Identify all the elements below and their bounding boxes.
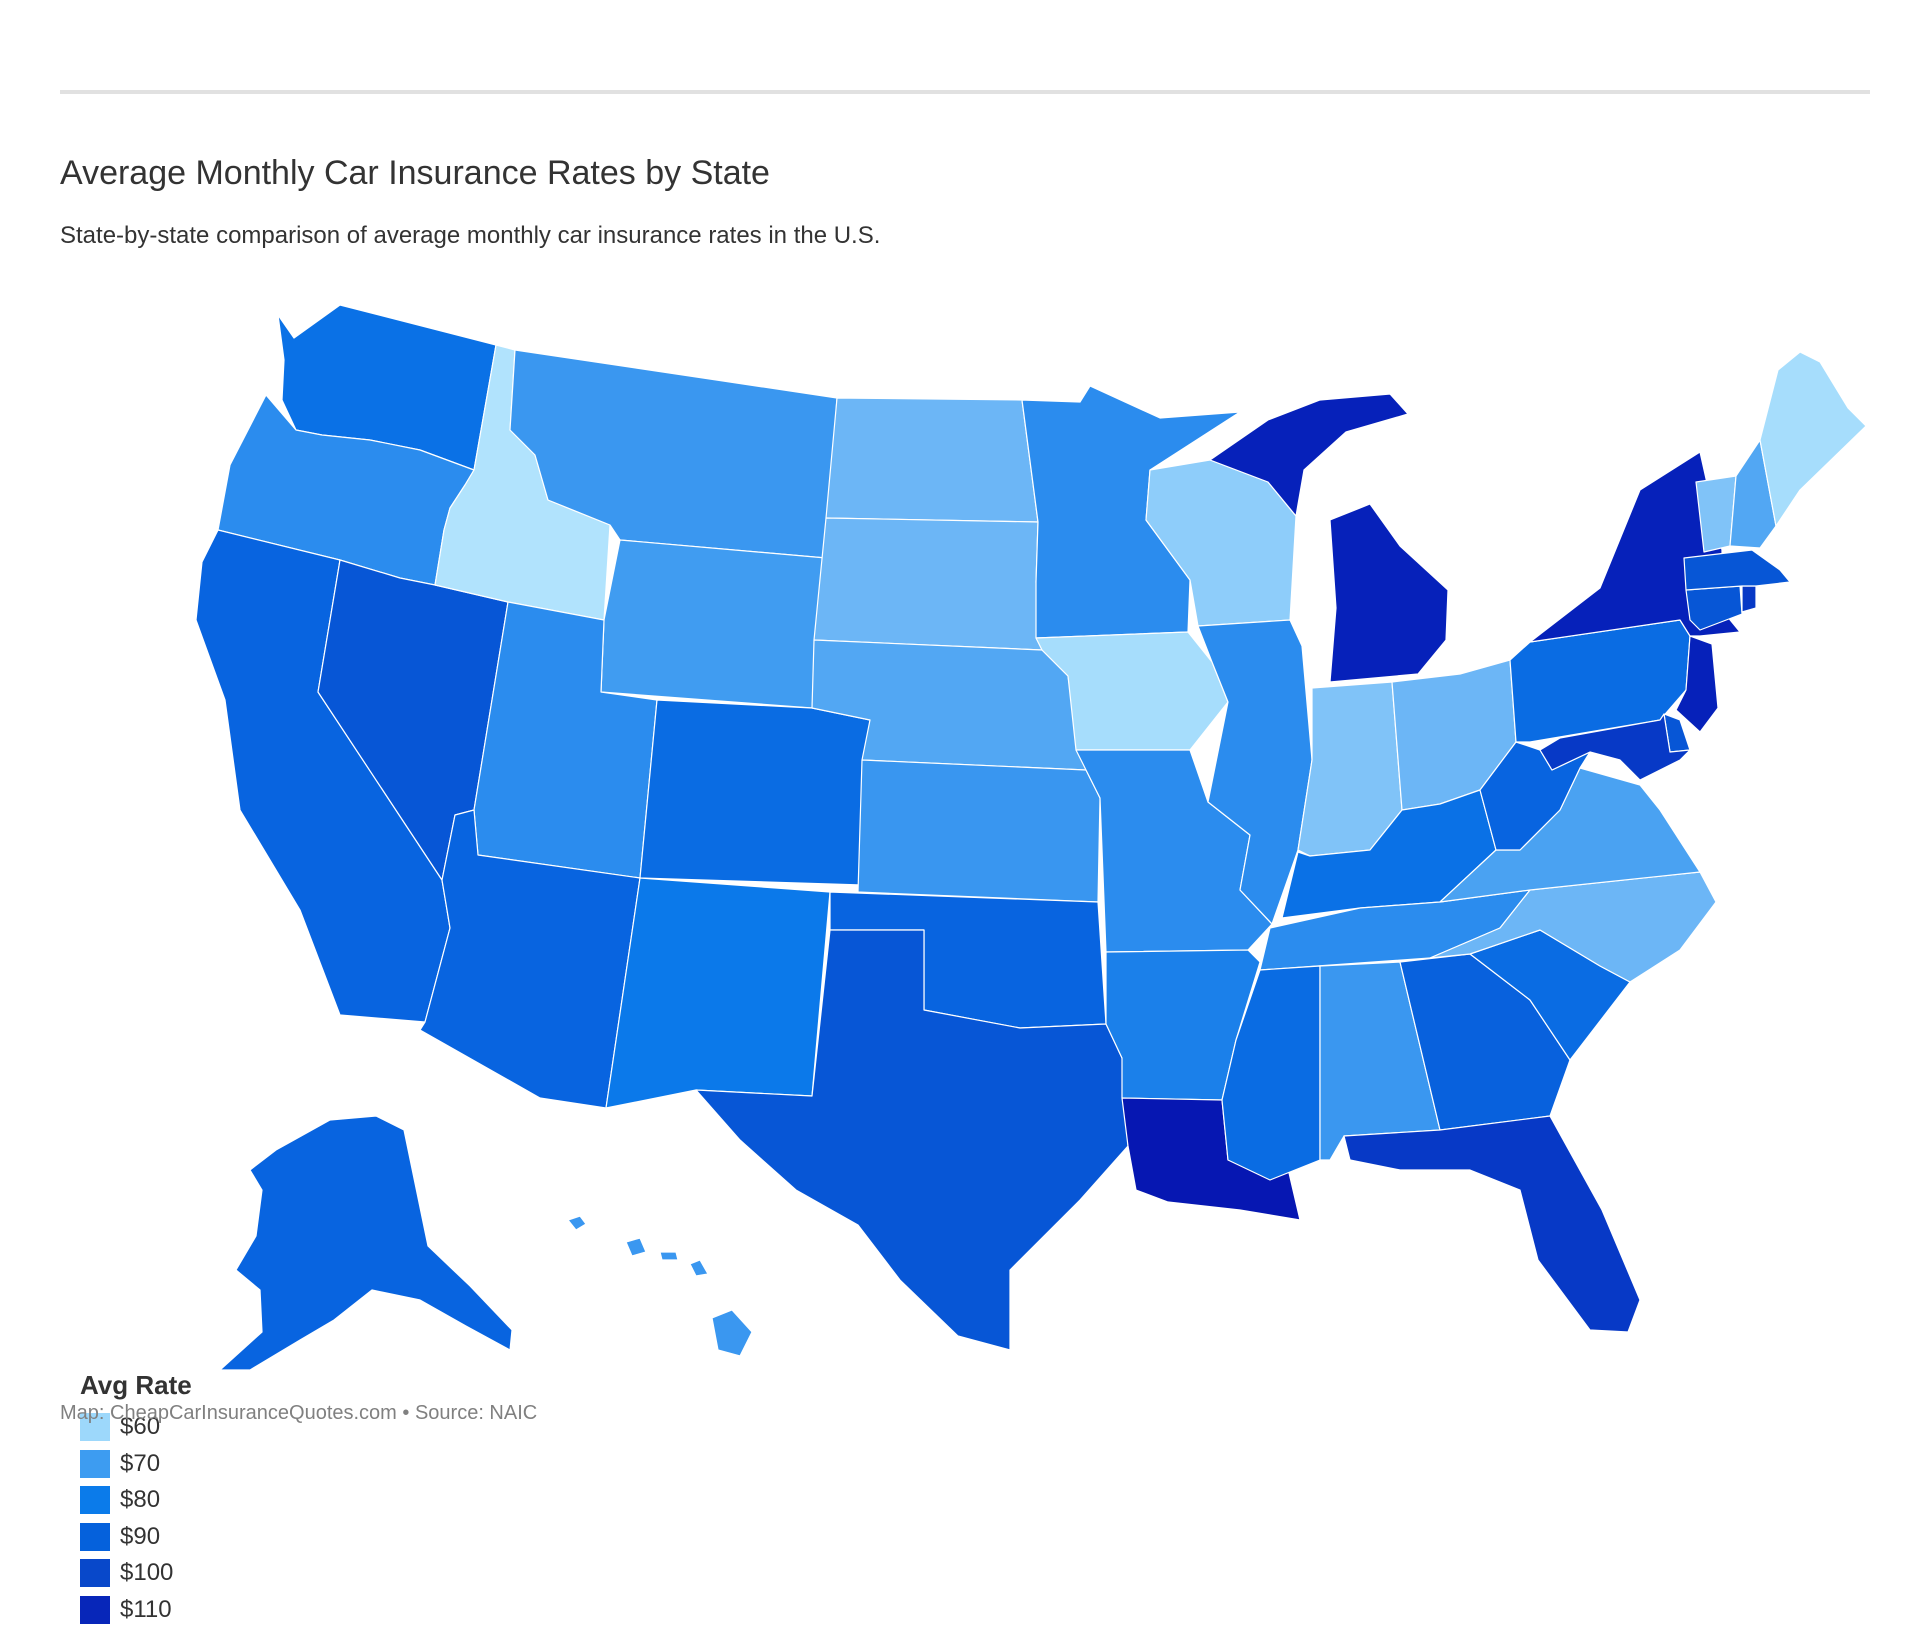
legend-swatch xyxy=(80,1450,110,1478)
legend-label: $110 xyxy=(120,1596,172,1624)
legend-label: $90 xyxy=(120,1523,160,1551)
top-divider xyxy=(60,90,1870,94)
state-KS[interactable] xyxy=(858,760,1100,902)
us-choropleth-map: Avg Rate $60 $70 $80 $90 $100 $110 xyxy=(0,290,1926,1370)
state-HI[interactable] xyxy=(568,1216,752,1356)
legend-swatch xyxy=(80,1559,110,1587)
legend-swatch xyxy=(80,1486,110,1514)
legend-title: Avg Rate xyxy=(80,1370,280,1401)
legend-label: $80 xyxy=(120,1486,160,1514)
state-ND[interactable] xyxy=(826,398,1038,522)
state-NM[interactable] xyxy=(606,878,830,1108)
legend-swatch xyxy=(80,1596,110,1624)
legend-label: $100 xyxy=(120,1559,173,1587)
state-MA[interactable] xyxy=(1684,550,1790,590)
legend-item: $70 xyxy=(80,1446,280,1483)
legend-item: $100 xyxy=(80,1555,280,1592)
page-subtitle: State-by-state comparison of average mon… xyxy=(60,222,880,250)
legend-item: $110 xyxy=(80,1592,280,1628)
legend-item: $90 xyxy=(80,1519,280,1556)
state-RI[interactable] xyxy=(1742,586,1756,612)
state-FL[interactable] xyxy=(1344,1116,1640,1332)
legend-swatch xyxy=(80,1523,110,1551)
state-ME[interactable] xyxy=(1760,352,1866,526)
source-credit: Map: CheapCarInsuranceQuotes.com • Sourc… xyxy=(60,1402,537,1425)
state-CO[interactable] xyxy=(640,700,870,885)
state-AK[interactable] xyxy=(220,1116,512,1370)
page-title: Average Monthly Car Insurance Rates by S… xyxy=(60,154,770,193)
legend-item: $80 xyxy=(80,1482,280,1519)
legend-label: $70 xyxy=(120,1450,160,1478)
state-SD[interactable] xyxy=(814,518,1042,650)
state-WY[interactable] xyxy=(601,540,826,708)
